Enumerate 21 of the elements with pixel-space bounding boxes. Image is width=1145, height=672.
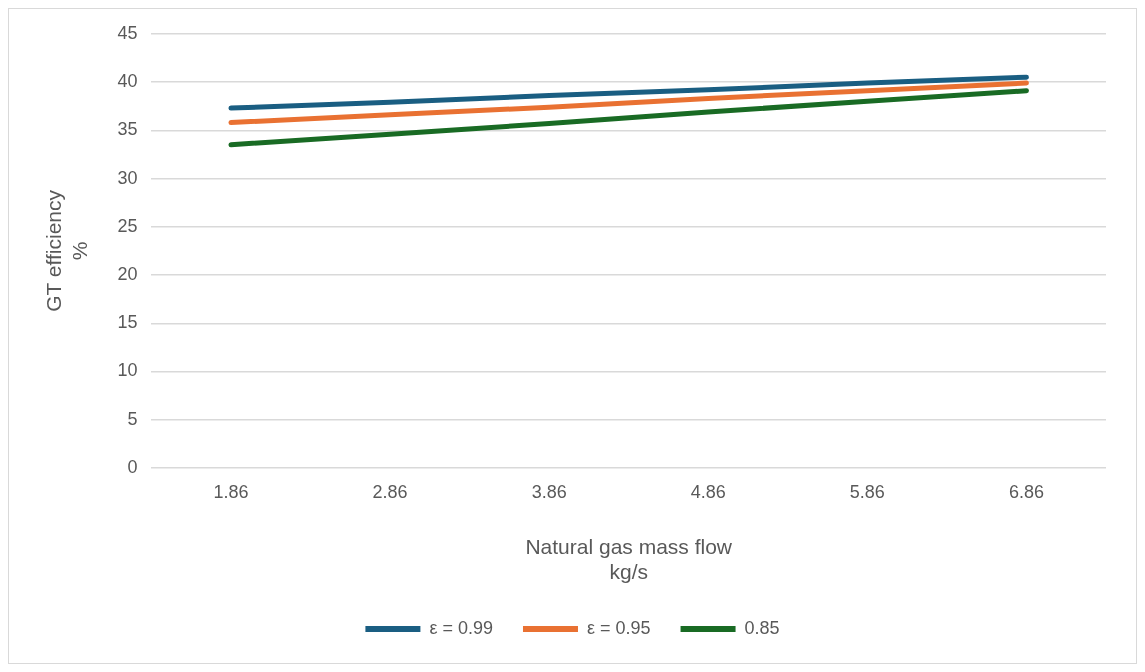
x-tick-label: 3.86 [531, 481, 567, 502]
y-tick-label: 45 [117, 22, 138, 43]
x-tick-label: 6.86 [1008, 481, 1044, 502]
y-tick-label: 35 [117, 119, 138, 140]
y-tick-label: 10 [117, 360, 138, 381]
y-tick-label: 0 [127, 456, 138, 477]
y-tick-label: 40 [117, 71, 138, 92]
legend-label: ε = 0.99 [429, 617, 493, 638]
y-tick-label: 25 [117, 215, 138, 236]
x-tick-label: 4.86 [690, 481, 726, 502]
x-tick-label: 2.86 [372, 481, 408, 502]
x-tick-label: 1.86 [213, 481, 249, 502]
y-axis-title: GT efficiency % [42, 189, 91, 312]
x-tick-label: 5.86 [849, 481, 885, 502]
y-tick-label: 20 [117, 263, 138, 284]
y-tick-label: 15 [117, 312, 138, 333]
legend-label: ε = 0.95 [586, 617, 651, 638]
y-tick-label: 5 [127, 408, 138, 429]
x-axis-title: Natural gas mass flow kg/s [525, 535, 733, 584]
legend-label: 0.85 [744, 617, 780, 638]
y-tick-label: 30 [117, 167, 138, 188]
